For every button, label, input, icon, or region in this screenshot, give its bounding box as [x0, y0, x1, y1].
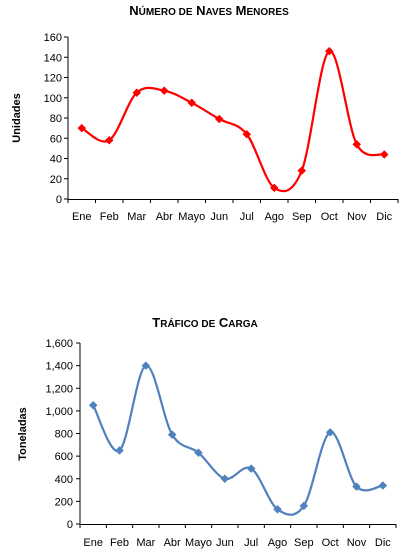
chart-2-data-point — [220, 474, 230, 484]
chart-1-data-point — [324, 46, 334, 56]
chart-1-y-tick-label: 0 — [56, 194, 62, 206]
chart-1-data-point — [379, 150, 389, 159]
chart-1-data-point — [297, 166, 307, 176]
chart-2-data-point — [88, 400, 98, 410]
chart-2-y-tick-label: 200 — [55, 496, 73, 508]
chart-2-data-point — [299, 501, 309, 511]
chart-1-y-tick-label: 60 — [50, 133, 62, 145]
chart-1-x-tick-label: Mar — [127, 211, 146, 223]
chart-2-data-point — [115, 446, 124, 455]
chart-2-data-point — [352, 482, 361, 492]
chart-1: NÚMERO DE NAVES MENORES Unidades 0 20 40 60… — [11, 3, 399, 223]
chart-2-y-tick-label: 400 — [55, 474, 73, 486]
chart-1-x-tick-label: Jul — [240, 211, 254, 223]
chart-2-data-point — [141, 361, 151, 370]
chart-1-data-point — [159, 86, 169, 96]
chart-1-x-tick-label: Mayo — [178, 211, 205, 223]
chart-1-series-line — [81, 50, 385, 193]
chart-2-x-tick-label: Feb — [110, 537, 129, 549]
chart-1-y-tick-label: 80 — [50, 113, 62, 125]
chart-2-y-axis-label: Toneladas — [17, 407, 29, 461]
chart-1-y-tick-label: 20 — [50, 174, 62, 186]
chart-2-x-tick-label: Jun — [216, 537, 234, 549]
chart-1-data-point — [214, 114, 224, 124]
chart-1-x-tick-label: Oct — [321, 211, 338, 223]
chart-2-series-line — [92, 364, 384, 516]
chart-2-title: TRÁFICO DE CARGA — [152, 315, 257, 330]
chart-1-data-point — [187, 98, 197, 108]
chart-2-x-tick-label: Mar — [136, 537, 155, 549]
chart-2-data-point — [378, 481, 388, 490]
chart-2-y-tick-label: 600 — [55, 451, 73, 463]
chart-2-x-tick-label: Ago — [268, 537, 288, 549]
chart-2-y-tick-label: 1,000 — [45, 406, 73, 418]
chart-1-y-tick-label: 100 — [44, 93, 62, 105]
chart-2-x-tick-label: Abr — [164, 537, 181, 549]
chart-1-y-tick-label: 120 — [44, 73, 62, 85]
chart-1-x-tick-label: Jun — [210, 211, 228, 223]
chart-2-y-tick-label: 1,400 — [45, 361, 73, 373]
chart-1-x-tick-label: Abr — [156, 211, 173, 223]
chart-2-y-tick-label: 0 — [67, 519, 73, 531]
chart-1-data-point — [77, 123, 87, 133]
chart-1-data-point — [269, 183, 279, 193]
chart-2-data-point — [246, 464, 256, 473]
chart-1-data-point — [104, 135, 114, 145]
chart-1-x-tick-label: Sep — [292, 211, 312, 223]
chart-2-x-tick-label: Nov — [347, 537, 367, 549]
chart-1-title: NÚMERO DE NAVES MENORES — [129, 3, 289, 18]
chart-1-data-point — [242, 129, 252, 139]
chart-2-x-tick-label: Ene — [83, 537, 103, 549]
chart-2: TRÁFICO DE CARGA Toneladas 0 200 400 600 800… — [17, 315, 397, 549]
chart-1-y-axis-label: Unidades — [11, 93, 23, 143]
chart-2-x-tick-label: Dic — [375, 537, 391, 549]
chart-1-x-tick-label: Ago — [264, 211, 284, 223]
chart-2-x-tick-label: Oct — [322, 537, 339, 549]
chart-1-y-tick-label: 160 — [44, 32, 62, 44]
chart-2-x-tick-label: Sep — [294, 537, 314, 549]
chart-1-y-tick-label: 140 — [44, 52, 62, 64]
chart-2-data-point — [167, 430, 177, 439]
chart-2-y-tick-label: 800 — [55, 429, 73, 441]
chart-2-y-tick-label: 1,600 — [45, 338, 73, 350]
chart-1-x-tick-label: Dic — [376, 211, 392, 223]
chart-2-data-point — [273, 504, 282, 514]
chart-2-y-tick-label: 1,200 — [45, 383, 73, 395]
chart-1-data-point — [132, 88, 142, 98]
chart-1-x-tick-label: Feb — [100, 211, 119, 223]
chart-1-y-tick-label: 40 — [50, 154, 62, 166]
chart-1-x-tick-label: Ene — [72, 211, 92, 223]
chart-2-data-point — [325, 428, 335, 437]
chart-2-x-tick-label: Jul — [244, 537, 258, 549]
chart-2-data-point — [194, 448, 203, 458]
chart-1-x-tick-label: Nov — [347, 211, 367, 223]
chart-2-x-tick-label: Mayo — [185, 537, 212, 549]
chart-1-data-point — [352, 139, 362, 149]
